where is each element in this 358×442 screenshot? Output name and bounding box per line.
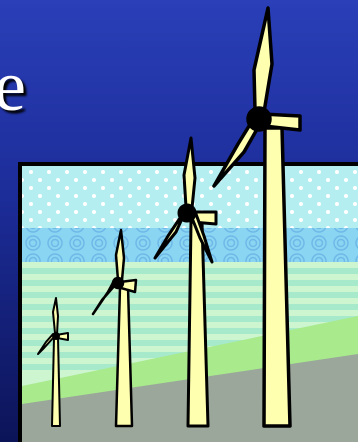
wind-turbine-large	[153, 136, 218, 428]
slide-title-fragment: e	[0, 46, 26, 126]
wind-turbine-medium	[91, 228, 138, 428]
wind-turbine-small	[37, 297, 69, 427]
wind-turbine-xlarge	[212, 6, 302, 428]
